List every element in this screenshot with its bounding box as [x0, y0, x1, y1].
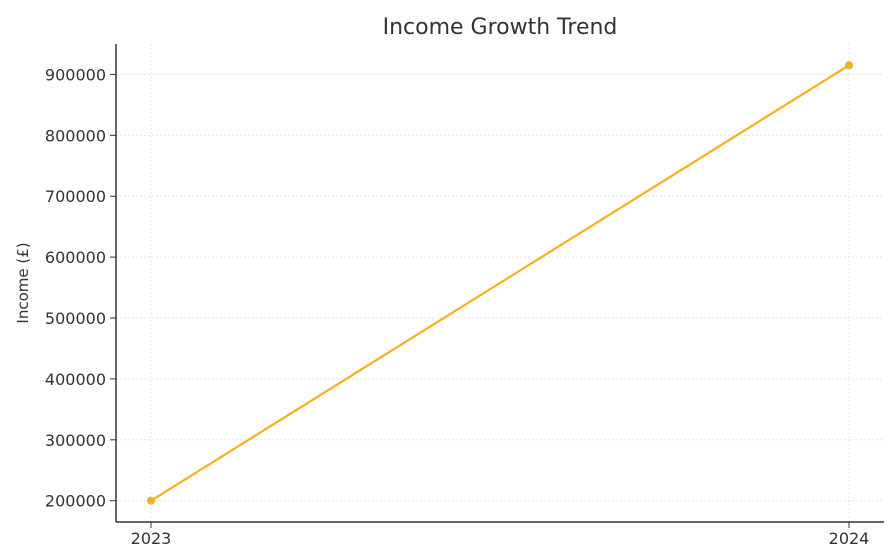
y-tick-label: 700000 [45, 187, 106, 206]
series-line [150, 64, 850, 502]
data-point-2024 [845, 61, 853, 70]
y-tick-label: 900000 [45, 65, 106, 84]
x-tick-layer: 2023 2024 [131, 522, 870, 544]
x-tick-label: 2024 [829, 529, 870, 544]
y-tick-label: 400000 [45, 370, 106, 389]
data-point-2023 [147, 496, 155, 505]
grid-layer [116, 44, 884, 522]
y-tick-layer: 200000 300000 400000 500000 600000 700000 8000… [45, 65, 116, 511]
y-tick-label: 300000 [45, 431, 106, 450]
y-tick-label: 200000 [45, 492, 106, 511]
y-tick-label: 800000 [45, 126, 106, 145]
chart-title: Income Growth Trend [383, 15, 618, 40]
x-tick-label: 2023 [131, 529, 172, 544]
y-axis-label: Income (£) [14, 242, 32, 323]
y-tick-label: 500000 [45, 309, 106, 328]
axes-layer [115, 44, 884, 523]
series-layer [147, 61, 853, 505]
y-tick-label: 600000 [45, 248, 106, 267]
